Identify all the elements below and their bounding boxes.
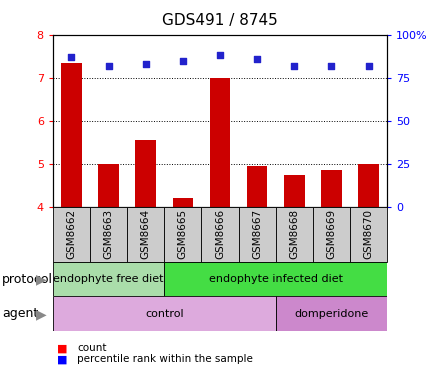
Bar bbox=[321, 170, 342, 207]
Point bbox=[328, 63, 335, 69]
Bar bbox=[53, 296, 276, 331]
Text: GSM8666: GSM8666 bbox=[215, 209, 225, 259]
Point bbox=[365, 63, 372, 69]
Bar bbox=[247, 166, 268, 207]
Text: ■: ■ bbox=[57, 354, 68, 365]
Text: ▶: ▶ bbox=[36, 272, 46, 286]
Bar bbox=[284, 175, 304, 207]
Text: percentile rank within the sample: percentile rank within the sample bbox=[77, 354, 253, 365]
Bar bbox=[53, 262, 164, 296]
Text: GSM8663: GSM8663 bbox=[103, 209, 114, 259]
Point bbox=[180, 57, 187, 64]
Text: GSM8665: GSM8665 bbox=[178, 209, 188, 259]
Bar bbox=[313, 207, 350, 262]
Point bbox=[291, 63, 298, 69]
Point bbox=[105, 63, 112, 69]
Text: ■: ■ bbox=[57, 343, 68, 354]
Text: ▶: ▶ bbox=[36, 307, 46, 321]
Bar bbox=[350, 207, 387, 262]
Bar bbox=[90, 207, 127, 262]
Text: control: control bbox=[145, 309, 183, 319]
Point bbox=[216, 52, 224, 58]
Bar bbox=[276, 207, 313, 262]
Bar bbox=[164, 207, 202, 262]
Bar bbox=[210, 78, 230, 207]
Point bbox=[142, 61, 149, 67]
Text: GSM8668: GSM8668 bbox=[290, 209, 299, 259]
Bar bbox=[276, 296, 387, 331]
Text: GSM8664: GSM8664 bbox=[141, 209, 150, 259]
Bar bbox=[98, 164, 119, 207]
Bar bbox=[164, 262, 387, 296]
Text: GSM8669: GSM8669 bbox=[326, 209, 337, 259]
Bar bbox=[53, 207, 90, 262]
Text: protocol: protocol bbox=[2, 273, 53, 285]
Text: agent: agent bbox=[2, 307, 38, 320]
Bar bbox=[202, 207, 238, 262]
Text: GSM8662: GSM8662 bbox=[66, 209, 77, 259]
Text: domperidone: domperidone bbox=[294, 309, 369, 319]
Text: endophyte infected diet: endophyte infected diet bbox=[209, 274, 343, 284]
Point bbox=[253, 56, 260, 62]
Bar bbox=[359, 164, 379, 207]
Bar bbox=[172, 198, 193, 207]
Bar bbox=[127, 207, 164, 262]
Bar bbox=[238, 207, 276, 262]
Text: GDS491 / 8745: GDS491 / 8745 bbox=[162, 13, 278, 28]
Text: GSM8670: GSM8670 bbox=[363, 209, 374, 259]
Text: GSM8667: GSM8667 bbox=[252, 209, 262, 259]
Bar bbox=[61, 63, 81, 207]
Text: count: count bbox=[77, 343, 106, 354]
Text: endophyte free diet: endophyte free diet bbox=[53, 274, 164, 284]
Point bbox=[68, 54, 75, 60]
Bar bbox=[136, 140, 156, 207]
